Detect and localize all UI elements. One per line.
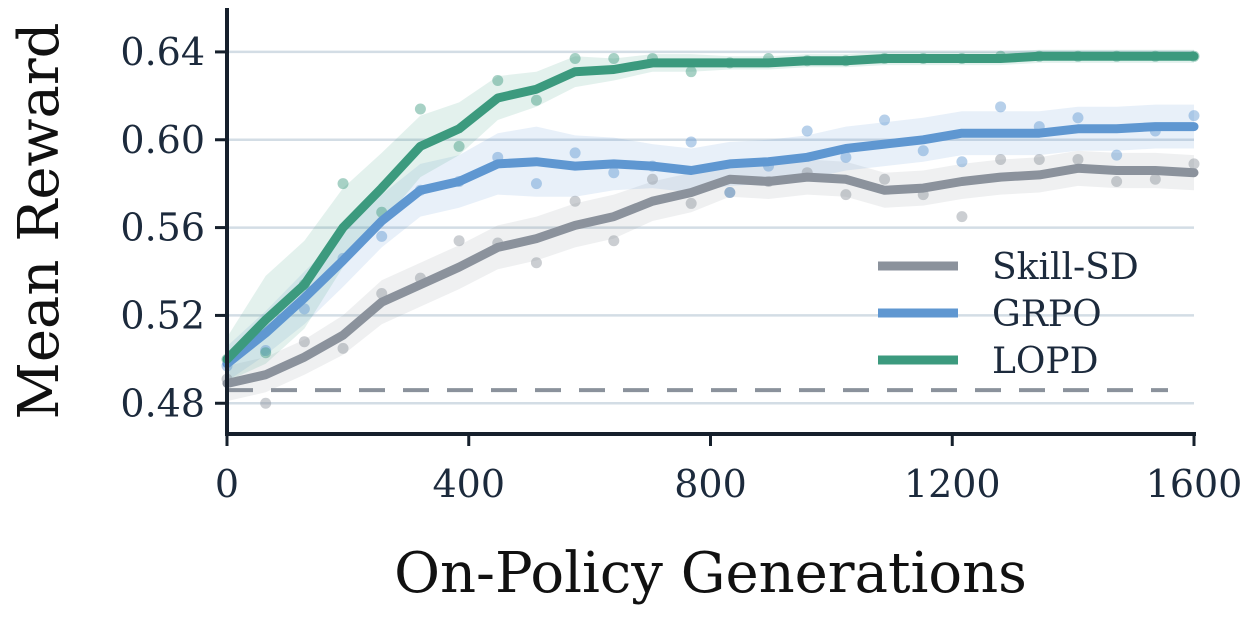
x-tick-label-3: 1200 xyxy=(904,462,1001,506)
x-axis-ticks: 0 400 800 1200 1600 xyxy=(215,434,1242,506)
point-lopd-7 xyxy=(492,74,504,86)
point-grpo-10 xyxy=(608,167,620,179)
point-skill-sd-25 xyxy=(1188,158,1200,170)
line-grpo xyxy=(222,122,1199,369)
legend-label-grpo: GRPO xyxy=(992,294,1102,335)
grid-lines xyxy=(227,50,1194,405)
x-tick-label-0: 0 xyxy=(215,462,239,506)
point-grpo-8 xyxy=(530,178,542,190)
point-skill-sd-13 xyxy=(724,186,736,198)
point-grpo-17 xyxy=(879,114,891,126)
point-skill-sd-2 xyxy=(298,336,310,348)
point-lopd-1 xyxy=(260,347,272,359)
line-lopd xyxy=(222,51,1199,364)
point-skill-sd-21 xyxy=(1033,154,1045,166)
point-grpo-22 xyxy=(1072,112,1084,124)
x-tick-label-2: 800 xyxy=(674,462,747,506)
point-grpo-16 xyxy=(840,151,852,163)
line-skill-sd xyxy=(222,163,1199,388)
point-skill-sd-9 xyxy=(569,195,581,207)
point-skill-sd-10 xyxy=(608,235,620,247)
point-grpo-1 xyxy=(260,345,272,357)
point-grpo-18 xyxy=(917,145,929,157)
legend: Skill-SD GRPO LOPD xyxy=(878,247,1139,382)
point-skill-sd-1 xyxy=(260,397,272,409)
point-skill-sd-24 xyxy=(1149,173,1161,185)
point-grpo-25 xyxy=(1188,110,1200,122)
x-tick-label-4: 1600 xyxy=(1146,462,1243,506)
point-skill-sd-22 xyxy=(1072,154,1084,166)
point-skill-sd-20 xyxy=(995,154,1007,166)
legend-label-skill-sd: Skill-SD xyxy=(992,247,1139,288)
y-tick-label-3: 0.60 xyxy=(120,118,205,162)
point-lopd-12 xyxy=(685,66,697,78)
y-tick-label-0: 0.48 xyxy=(120,381,205,425)
x-tick-label-1: 400 xyxy=(432,462,505,506)
point-grpo-23 xyxy=(1111,149,1123,161)
point-lopd-10 xyxy=(608,53,620,65)
point-lopd-9 xyxy=(569,53,581,65)
series-lines xyxy=(222,51,1199,388)
y-tick-label-4: 0.64 xyxy=(120,30,205,74)
point-grpo-4 xyxy=(376,230,388,242)
point-skill-sd-3 xyxy=(337,342,349,354)
point-skill-sd-8 xyxy=(530,257,542,269)
point-grpo-15 xyxy=(801,125,813,137)
point-grpo-20 xyxy=(995,101,1007,113)
point-skill-sd-19 xyxy=(956,211,968,223)
point-lopd-6 xyxy=(453,140,465,152)
x-axis-title: On-Policy Generations xyxy=(394,541,1027,606)
point-lopd-3 xyxy=(337,178,349,190)
point-skill-sd-17 xyxy=(879,173,891,185)
legend-label-lopd: LOPD xyxy=(992,341,1099,382)
point-skill-sd-12 xyxy=(685,197,697,209)
band-skill-sd xyxy=(227,150,1194,402)
point-skill-sd-11 xyxy=(646,173,658,185)
point-grpo-19 xyxy=(956,156,968,168)
y-tick-label-1: 0.52 xyxy=(120,293,205,337)
point-lopd-5 xyxy=(414,103,426,115)
point-grpo-13 xyxy=(724,186,736,198)
band-lopd xyxy=(227,49,1194,382)
y-axis-ticks: 0.48 0.52 0.56 0.60 0.64 xyxy=(120,30,227,425)
y-axis-title: Mean Reward xyxy=(7,23,72,420)
point-skill-sd-16 xyxy=(840,189,852,201)
point-grpo-9 xyxy=(569,147,581,159)
point-lopd-8 xyxy=(530,94,542,106)
band-grpo xyxy=(227,104,1194,382)
point-skill-sd-6 xyxy=(453,235,465,247)
point-grpo-12 xyxy=(685,136,697,148)
point-skill-sd-23 xyxy=(1111,175,1123,187)
y-tick-label-2: 0.56 xyxy=(120,206,205,250)
